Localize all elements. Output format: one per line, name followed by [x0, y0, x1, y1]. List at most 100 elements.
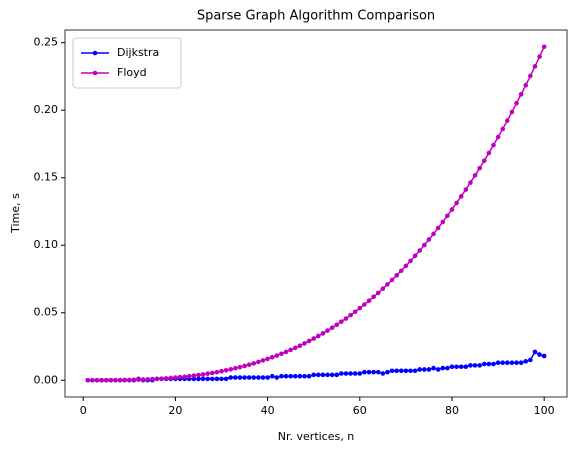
data-point [228, 367, 234, 372]
data-point [320, 372, 326, 378]
data-point [209, 376, 215, 382]
data-point [246, 375, 252, 380]
data-point [200, 372, 206, 377]
legend-marker [92, 70, 98, 76]
data-point [269, 373, 275, 379]
x-tick-label: 100 [534, 404, 555, 417]
x-tick-label: 40 [261, 404, 275, 417]
data-point [269, 355, 275, 360]
data-point [279, 373, 284, 379]
data-point [366, 298, 372, 304]
data-point [140, 377, 146, 382]
data-point [500, 126, 505, 132]
data-point [537, 352, 542, 357]
data-point [214, 369, 220, 375]
data-point [136, 377, 141, 383]
data-point [99, 377, 104, 383]
data-point [435, 367, 441, 372]
data-point [371, 369, 376, 375]
data-point [532, 349, 538, 355]
data-point [279, 351, 284, 357]
data-point [196, 376, 201, 382]
y-tick-label: 0.05 [34, 306, 59, 319]
data-point [150, 376, 155, 382]
data-point [509, 360, 515, 366]
data-point [380, 286, 386, 292]
data-point [357, 371, 363, 376]
data-point [348, 371, 353, 376]
data-point [509, 109, 515, 115]
data-point [486, 150, 492, 156]
data-point [343, 371, 349, 376]
data-point [302, 341, 307, 346]
y-tick-label: 0.20 [34, 103, 59, 116]
data-point [103, 377, 109, 383]
data-point [422, 367, 427, 372]
data-point [477, 165, 482, 171]
data-point [431, 231, 436, 237]
data-point [283, 373, 289, 379]
data-point [477, 363, 482, 368]
data-point [113, 377, 118, 383]
data-point [348, 312, 353, 318]
data-point [117, 377, 123, 383]
data-point [458, 364, 464, 370]
data-point [306, 338, 312, 344]
data-point [380, 371, 386, 376]
data-point [186, 373, 192, 379]
data-point [274, 353, 280, 358]
data-point [394, 273, 399, 278]
y-tick-label: 0.00 [34, 373, 59, 386]
data-point [302, 373, 307, 379]
data-point [541, 44, 547, 50]
data-point [223, 367, 229, 373]
legend-label: Floyd [117, 66, 147, 79]
y-tick-label: 0.25 [34, 36, 59, 49]
data-point [237, 375, 243, 380]
data-point [233, 375, 238, 380]
data-point [514, 100, 519, 106]
data-point [233, 365, 238, 371]
data-point [316, 333, 321, 339]
data-point [435, 225, 441, 231]
data-point [398, 368, 404, 374]
data-point [228, 375, 234, 380]
series-line [87, 46, 545, 382]
legend-label: Dijkstra [117, 46, 159, 59]
data-point [242, 363, 247, 369]
data-point [256, 375, 261, 380]
data-point [200, 376, 206, 382]
data-point [422, 242, 427, 248]
data-point [334, 322, 340, 328]
data-point [495, 360, 501, 366]
data-point [445, 213, 450, 219]
data-point [214, 376, 220, 382]
data-point [366, 369, 372, 375]
x-tick-label: 80 [445, 404, 459, 417]
data-point [352, 371, 358, 376]
data-point [163, 376, 169, 381]
data-point [339, 319, 344, 324]
data-point [486, 361, 492, 367]
data-point [265, 375, 270, 380]
data-point [288, 373, 293, 379]
data-point [306, 373, 312, 379]
data-point [505, 360, 510, 366]
data-point [408, 258, 413, 264]
data-point [357, 305, 363, 311]
data-point [389, 368, 395, 374]
data-point [472, 173, 478, 178]
data-point [325, 372, 330, 378]
chart-title: Sparse Graph Algorithm Comparison [197, 9, 435, 24]
data-point [403, 368, 409, 374]
x-tick-label: 20 [168, 404, 182, 417]
data-point [523, 359, 529, 364]
data-point [173, 375, 178, 380]
data-point [246, 362, 252, 368]
data-point [491, 142, 496, 148]
data-point [472, 363, 478, 368]
data-point [85, 377, 91, 383]
data-point [417, 367, 423, 372]
data-point [131, 377, 137, 383]
